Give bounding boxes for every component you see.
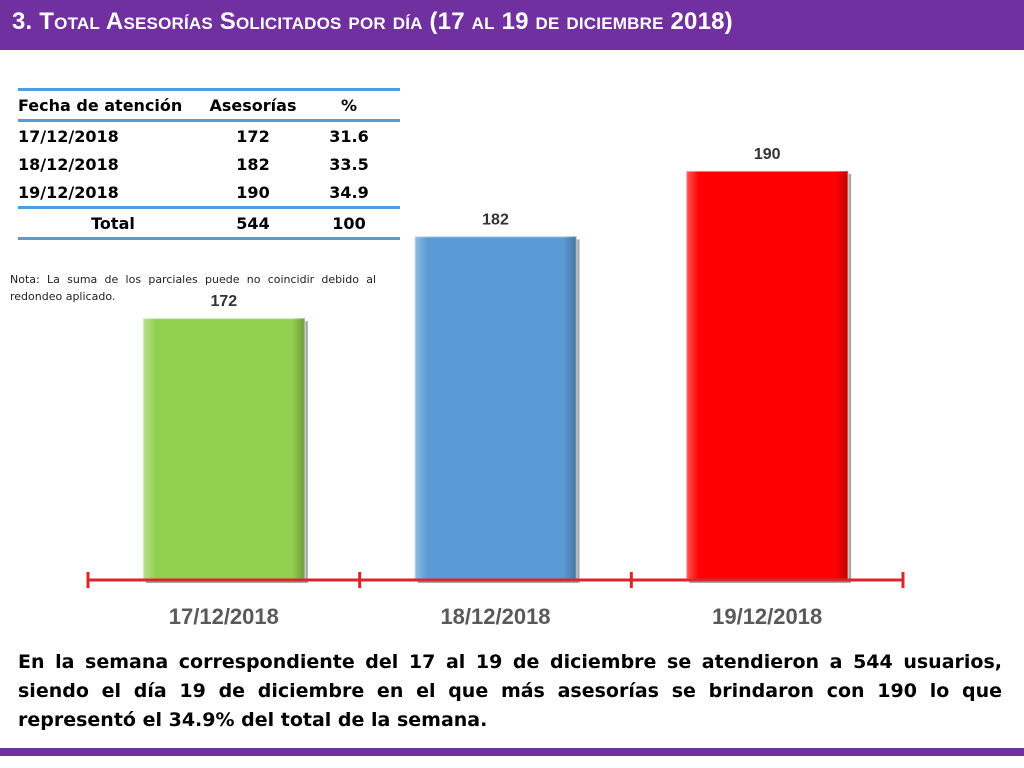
cell-percent: 33.5 [329, 154, 369, 174]
bar-bevel [686, 170, 849, 580]
total-label: Total [91, 213, 135, 233]
total-count: 544 [236, 213, 270, 233]
bar-bevel [142, 318, 305, 580]
data-label: 182 [482, 211, 509, 228]
category-tick-label: 17/12/2018 [169, 604, 279, 629]
bar-bevel [414, 236, 577, 580]
table-row: 19/12/2018 190 34.9 [18, 178, 400, 208]
cell-count: 182 [236, 154, 270, 174]
cell-date: 17/12/2018 [18, 126, 119, 146]
cell-count: 172 [236, 126, 270, 146]
total-percent: 100 [332, 213, 366, 233]
cell-percent: 31.6 [329, 126, 369, 146]
page-title: 3. Total Asesorías Solicitados por día (… [12, 8, 733, 35]
summary-table: Fecha de atención Asesorías % 17/12/2018… [18, 88, 400, 240]
column-header-date: Fecha de atención [18, 95, 183, 115]
table-row: 17/12/2018 172 31.6 [18, 121, 400, 151]
category-tick-label: 19/12/2018 [712, 604, 822, 629]
column-header-count: Asesorías [209, 95, 297, 115]
bottom-bar [0, 748, 1024, 756]
cell-date: 19/12/2018 [18, 182, 119, 202]
table-total-row: Total 544 100 [18, 207, 400, 239]
category-tick-label: 18/12/2018 [440, 604, 550, 629]
column-header-percent: % [340, 95, 358, 115]
table-row: 18/12/2018 182 33.5 [18, 150, 400, 178]
bar-chart: 172 17/12/2018 182 18/12/2018 190 19/12/2018 [86, 146, 905, 629]
title-bar: 3. Total Asesorías Solicitados por día (… [0, 0, 1024, 50]
table-header-row: Fecha de atención Asesorías % [18, 89, 400, 121]
cell-date: 18/12/2018 [18, 154, 119, 174]
conclusion-text: En la semana correspondiente del 17 al 1… [18, 651, 1002, 731]
cell-count: 190 [236, 182, 270, 202]
data-label: 190 [754, 146, 781, 163]
data-label: 172 [210, 293, 237, 310]
rounding-note: Nota: La suma de los parciales puede no … [10, 273, 376, 303]
cell-percent: 34.9 [329, 182, 369, 202]
